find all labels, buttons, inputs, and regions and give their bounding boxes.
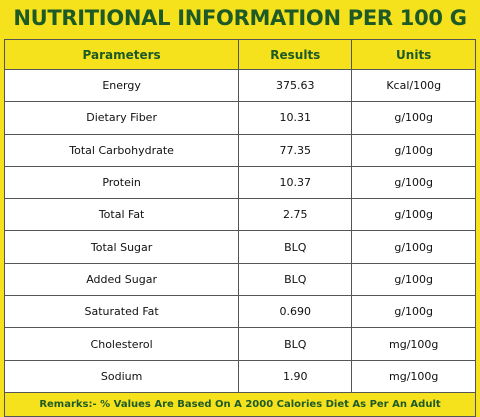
- table-cell: BLQ: [238, 230, 353, 264]
- table-cell: g/100g: [351, 198, 476, 232]
- table-cell: Total Carbohydrate: [3, 133, 240, 167]
- table-cell: g/100g: [351, 295, 476, 329]
- remarks: Remarks:- % Values Are Based On A 2000 C…: [4, 391, 476, 417]
- table-cell: g/100g: [351, 101, 476, 135]
- table-cell: 375.63: [238, 68, 353, 103]
- table-cell: Total Sugar: [3, 230, 240, 264]
- table-row: Total Carbohydrate 77.35 g/100g: [3, 133, 476, 167]
- table-row: Dietary Fiber 10.31 g/100g: [3, 101, 476, 135]
- table-cell: g/100g: [351, 230, 476, 264]
- remarks-row: Remarks:- % Values Are Based On A 2000 C…: [4, 391, 476, 417]
- table-cell: Total Fat: [3, 198, 240, 232]
- table-row: Energy 375.63 Kcal/100g: [3, 68, 476, 103]
- table-cell: mg/100g: [351, 359, 476, 393]
- nutrition-table: Parameters Results Units Energy 375.63 Kcal/…: [3, 39, 476, 417]
- table-cell: 0.690: [238, 295, 353, 329]
- header-cell: Results: [238, 39, 353, 70]
- header-row: Parameters Results Units: [3, 39, 476, 70]
- table-cell: g/100g: [351, 133, 476, 167]
- table-row: Total Fat 2.75 g/100g: [3, 198, 476, 232]
- table-body: Energy 375.63 Kcal/100g Dietary Fiber 10.31 g…: [3, 68, 476, 417]
- table-cell: g/100g: [351, 165, 476, 200]
- table-row: Cholesterol BLQ mg/100g: [3, 327, 476, 361]
- header-cell: Units: [351, 39, 476, 70]
- table-cell: mg/100g: [351, 327, 476, 361]
- table-cell: Energy: [3, 68, 240, 103]
- header-cell: Parameters: [3, 39, 240, 70]
- table-cell: Protein: [3, 165, 240, 200]
- table-cell: 10.37: [238, 165, 353, 200]
- table-row: Saturated Fat 0.690 g/100g: [3, 295, 476, 329]
- table-cell: 77.35: [238, 133, 353, 167]
- table-cell: BLQ: [238, 327, 353, 361]
- table-cell: Dietary Fiber: [3, 101, 240, 135]
- table-row: Protein 10.37 g/100g: [3, 165, 476, 200]
- table-row: Sodium 1.90 mg/100g: [3, 359, 476, 393]
- table-cell: Sodium: [3, 359, 240, 393]
- table-row: Added Sugar BLQ g/100g: [3, 262, 476, 297]
- table-cell: 2.75: [238, 198, 353, 232]
- table-cell: BLQ: [238, 262, 353, 297]
- table-cell: 1.90: [238, 359, 353, 393]
- table-cell: Kcal/100g: [351, 68, 476, 103]
- table-cell: Added Sugar: [3, 262, 240, 297]
- table-cell: 10.31: [238, 101, 353, 135]
- table-cell: Cholesterol: [3, 327, 240, 361]
- table-row: Total Sugar BLQ g/100g: [3, 230, 476, 264]
- table-cell: g/100g: [351, 262, 476, 297]
- table-cell: Saturated Fat: [3, 295, 240, 329]
- title: NUTRITIONAL INFORMATION PER 100 G: [13, 6, 467, 30]
